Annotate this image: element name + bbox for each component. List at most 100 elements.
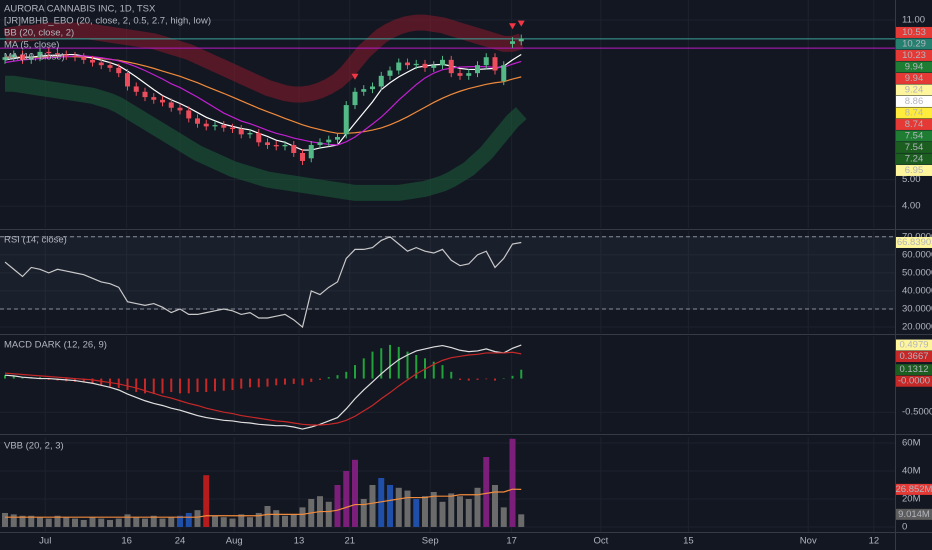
- value-marker-label: 10.23: [902, 50, 926, 61]
- volume-bar: [107, 519, 113, 527]
- histogram-bar: [345, 371, 348, 379]
- histogram-bar: [284, 378, 286, 385]
- volume-bar: [404, 490, 411, 527]
- candle-body: [151, 97, 157, 100]
- value-marker: [896, 351, 932, 363]
- volume-bar: [483, 457, 490, 527]
- indicator-line: [5, 488, 522, 518]
- candle-body: [55, 53, 60, 55]
- histogram-bar: [319, 378, 321, 380]
- histogram-bar: [12, 375, 15, 379]
- histogram-bar: [467, 378, 470, 381]
- indicator-line: [4, 53, 522, 151]
- x-tick-label: Aug: [226, 536, 243, 547]
- value-marker: [896, 375, 932, 387]
- candle-body: [387, 70, 393, 76]
- candle-body: [431, 65, 437, 68]
- candle-body: [81, 57, 87, 60]
- value-marker-label: 8.74: [905, 119, 924, 130]
- candle-body: [28, 57, 34, 60]
- candle-body: [11, 54, 17, 58]
- candle-body: [46, 51, 52, 54]
- histogram-bar: [82, 378, 85, 383]
- candle-body: [335, 137, 340, 140]
- volume-bar: [334, 484, 341, 527]
- legend-entry: MA (10, close): [4, 52, 65, 63]
- histogram-bar: [406, 351, 409, 379]
- histogram-bar: [389, 344, 391, 379]
- histogram-bar: [257, 378, 260, 388]
- value-marker: [896, 483, 932, 495]
- value-marker: [896, 164, 932, 176]
- volume-bar: [150, 515, 157, 527]
- value-marker: [896, 84, 932, 96]
- value-marker-label: 8.74: [905, 107, 924, 118]
- volume-bar: [37, 517, 43, 527]
- volume-bar: [378, 477, 385, 527]
- histogram-bar: [205, 378, 208, 393]
- volume-bar: [63, 517, 70, 527]
- histogram-bar: [476, 378, 479, 380]
- volume-bar: [352, 459, 358, 527]
- volume-bar: [457, 496, 463, 527]
- y-tick-label: 40M: [902, 466, 921, 477]
- volume-bar: [325, 501, 332, 527]
- candle-body: [282, 144, 288, 147]
- volume-bar: [395, 487, 402, 527]
- histogram-bar: [336, 375, 339, 379]
- volume-bar: [72, 518, 78, 527]
- candle-body: [90, 59, 95, 63]
- histogram-bar: [511, 375, 514, 379]
- histogram-bar: [502, 378, 505, 380]
- histogram-bar: [117, 378, 120, 388]
- value-marker-label: -0.0000: [898, 376, 930, 387]
- candle-body: [378, 75, 384, 87]
- volume-bar: [430, 491, 437, 527]
- candle-body: [37, 51, 43, 58]
- candle-body: [168, 102, 174, 108]
- legend-entry: BB (20, close, 2): [4, 28, 74, 39]
- candle-body: [247, 133, 253, 135]
- volume-bar: [439, 501, 446, 527]
- candle-body: [483, 57, 489, 66]
- value-marker: [896, 118, 932, 130]
- value-marker-label: 26.852M: [896, 484, 932, 495]
- histogram-bar: [39, 377, 41, 379]
- histogram-bar: [47, 378, 50, 380]
- candle-body: [308, 144, 314, 159]
- candle-body: [291, 144, 297, 153]
- x-tick-label: 12: [869, 536, 880, 547]
- candle-body: [230, 127, 235, 130]
- volume-bar: [142, 518, 148, 527]
- y-tick-label: 30.0000: [902, 304, 932, 315]
- indicator-line: [4, 344, 522, 430]
- histogram-bar: [292, 378, 295, 384]
- volume-bar: [518, 514, 525, 527]
- histogram-bar: [152, 378, 155, 395]
- sell-signal: [509, 23, 516, 30]
- value-marker: [896, 508, 932, 520]
- value-marker-label: 9.94: [905, 61, 924, 72]
- histogram-bar: [214, 378, 216, 392]
- histogram-bar: [170, 378, 173, 393]
- candle-body: [98, 62, 104, 66]
- volume-bar: [448, 493, 455, 527]
- y-tick-label: 50.0000: [902, 267, 932, 278]
- volume-bar: [413, 498, 420, 527]
- value-marker-label: 0.3667: [899, 351, 928, 362]
- x-tick-label: 13: [294, 536, 305, 547]
- histogram-bar: [144, 378, 146, 394]
- volume-bar: [89, 517, 96, 527]
- candle-body: [116, 67, 122, 74]
- volume-bar: [54, 515, 61, 527]
- candle-body: [2, 57, 8, 60]
- volume-bar: [212, 515, 218, 527]
- indicator-line: [4, 351, 522, 426]
- candle-body: [256, 133, 262, 143]
- volume-bar: [80, 519, 87, 527]
- volume-bar: [98, 518, 105, 527]
- histogram-bar: [4, 375, 6, 379]
- volume-bar: [465, 498, 472, 527]
